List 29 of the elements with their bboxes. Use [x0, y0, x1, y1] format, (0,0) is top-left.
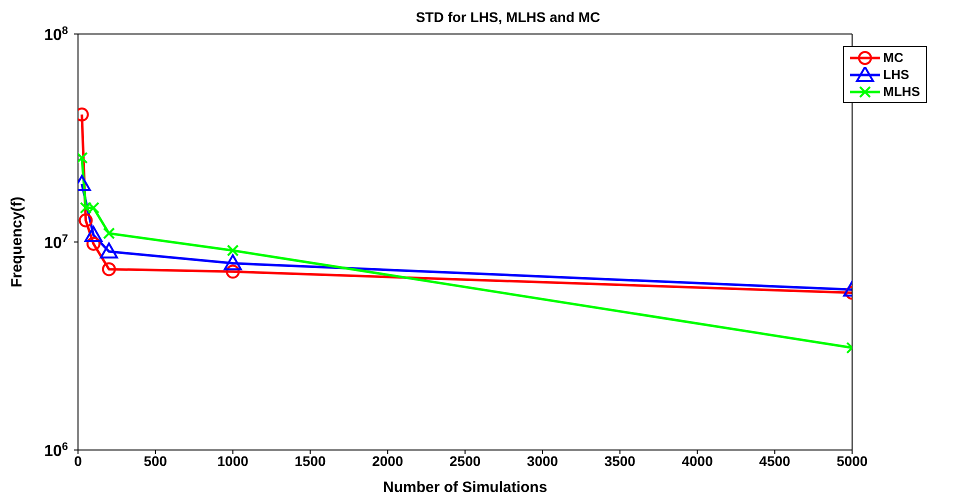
x-tick-label: 1000 — [217, 452, 249, 469]
x-tick-label: 1500 — [294, 452, 326, 469]
x-tick-label: 3500 — [604, 452, 636, 469]
legend-label: MLHS — [883, 83, 920, 100]
point — [86, 236, 100, 251]
x-tick-label: 4500 — [759, 452, 791, 469]
x-tick-label: 0 — [74, 452, 82, 469]
x-axis-title: Number of Simulations — [382, 479, 548, 496]
y-axis-title: Frequency(f) — [8, 196, 26, 288]
x-tick-label: 3000 — [526, 452, 558, 469]
x-tick-label: 500 — [144, 452, 168, 469]
legend-label: LHS — [883, 66, 910, 83]
point — [102, 227, 115, 240]
point — [226, 264, 240, 279]
x-tick-label: 4000 — [682, 452, 714, 469]
point — [102, 262, 116, 276]
point — [78, 213, 93, 228]
y-tick-label: 10$^{6}$ — [44, 441, 68, 460]
x-tick-label: 2500 — [450, 452, 481, 469]
x-tick-label: 5000 — [836, 452, 868, 469]
x-tick-label: 2000 — [372, 452, 404, 469]
point — [224, 254, 242, 270]
chart-title: STD for LHS, MLHS and MC — [416, 9, 600, 25]
point — [226, 244, 239, 257]
legend-label: MC — [883, 49, 904, 66]
point — [84, 226, 102, 242]
y-tick-label: 10$^{8}$ — [44, 25, 68, 44]
point — [100, 242, 118, 259]
y-tick-label: 10$^{7}$ — [44, 233, 68, 252]
